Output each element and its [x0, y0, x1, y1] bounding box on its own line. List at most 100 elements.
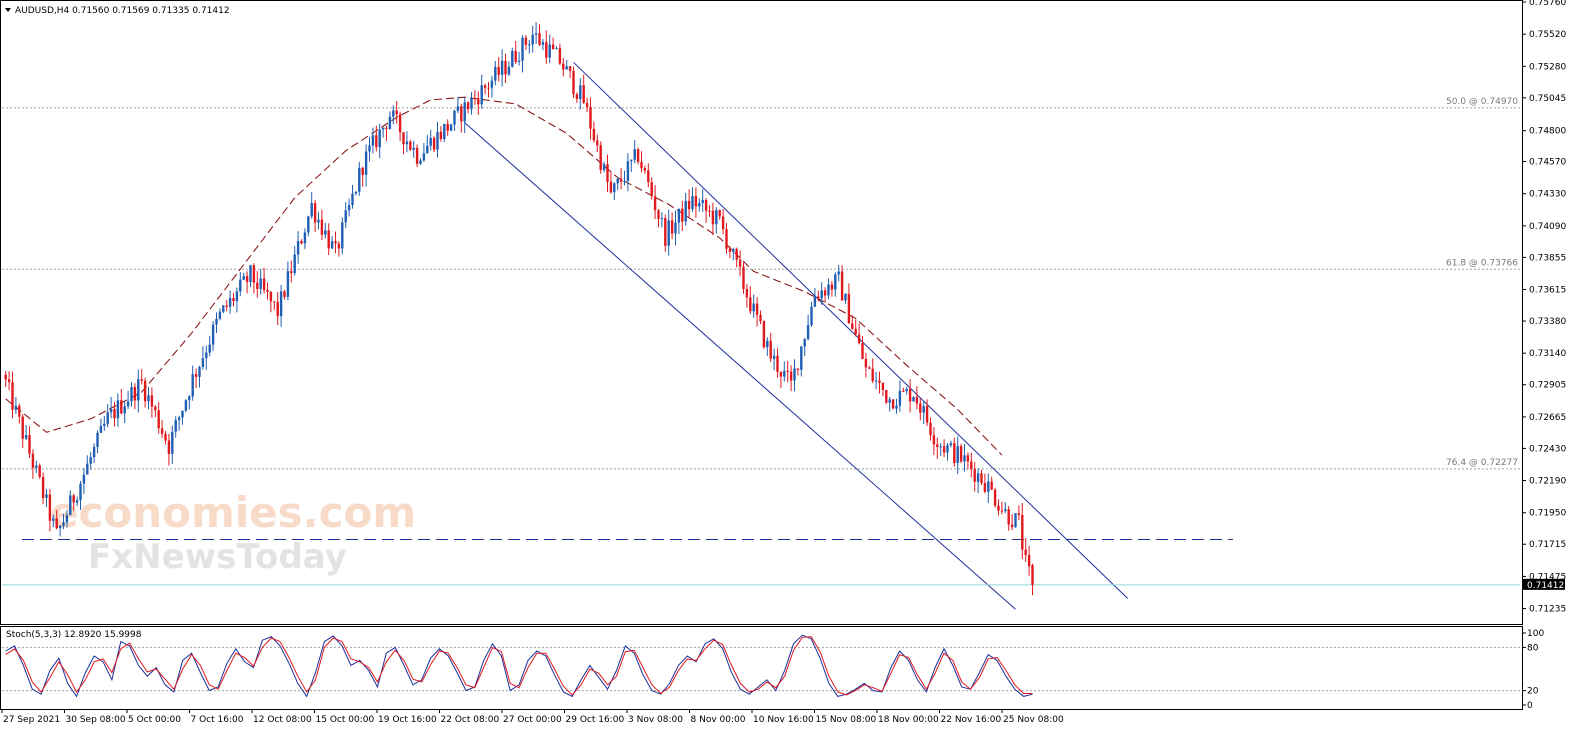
- candle-body: [585, 102, 589, 107]
- candle-body: [11, 382, 14, 410]
- candle-body: [555, 48, 558, 50]
- candle-body: [225, 305, 228, 307]
- candle-body: [545, 42, 548, 58]
- candle-body: [453, 110, 456, 125]
- candle-body: [619, 178, 623, 182]
- candle-body: [667, 220, 670, 246]
- candle-body: [929, 422, 932, 436]
- candle-body: [888, 399, 891, 403]
- candle-body: [290, 271, 293, 274]
- price-tag-value: 0.71412: [1527, 581, 1564, 591]
- watermark-sub: FxNewsToday: [88, 537, 347, 577]
- candle-body: [613, 183, 616, 193]
- current-price-tag: 0.71412: [1523, 578, 1565, 591]
- candle-body: [177, 417, 181, 421]
- candle-body: [317, 219, 320, 223]
- candle-body: [670, 220, 674, 234]
- candle-body: [341, 222, 344, 249]
- candle-body: [256, 282, 259, 289]
- price-tick-label: 0.73855: [1529, 253, 1566, 263]
- price-tick-label: 0.74090: [1529, 222, 1566, 232]
- candle-body: [796, 368, 800, 370]
- price-tick-label: 0.71475: [1529, 572, 1566, 582]
- candle-body: [395, 110, 398, 115]
- candle-body: [160, 428, 164, 434]
- candle-body: [307, 216, 310, 233]
- candle-body: [109, 409, 113, 413]
- candle-body: [137, 379, 140, 401]
- candle-body: [269, 292, 273, 302]
- chart-header: AUDUSD,H4 0.71560 0.71569 0.71335 0.7141…: [5, 6, 230, 16]
- candle-body: [810, 306, 813, 326]
- candle-body: [398, 114, 402, 133]
- candle-body: [198, 366, 201, 377]
- candle-body: [392, 110, 395, 117]
- candle-body: [762, 321, 766, 348]
- moving-average-line: [5, 96, 1003, 456]
- candle-body: [232, 298, 235, 302]
- candle-body: [976, 473, 980, 482]
- candle-body: [813, 296, 817, 307]
- candle-body: [65, 515, 69, 523]
- price-panel-frame: [0, 0, 1523, 625]
- candle-body: [963, 455, 966, 462]
- candle-body: [674, 222, 677, 234]
- candle-body: [1024, 549, 1027, 555]
- price-tick-label: 0.75760: [1529, 0, 1566, 8]
- candle-body: [728, 248, 732, 252]
- candle-body: [449, 124, 453, 131]
- candle-body: [701, 199, 704, 204]
- price-tick-label: 0.73615: [1529, 286, 1566, 296]
- candle-body: [878, 380, 881, 383]
- chevron-down-icon[interactable]: [5, 8, 11, 12]
- candle-body: [48, 494, 52, 521]
- candle-body: [511, 50, 514, 67]
- price-tick-label: 0.72905: [1529, 381, 1566, 391]
- candle-body: [735, 248, 738, 260]
- candle-body: [541, 42, 545, 45]
- channel-upper-line[interactable]: [573, 61, 1129, 599]
- candle-body: [742, 266, 745, 290]
- candle-body: [337, 243, 341, 249]
- candle-body: [942, 446, 946, 453]
- candle-body: [405, 141, 409, 145]
- candle-body: [919, 403, 922, 413]
- candle-body: [953, 443, 956, 463]
- price-tick-label: 0.72665: [1529, 413, 1566, 423]
- candle-body: [45, 494, 48, 499]
- candle-body: [528, 44, 531, 46]
- candle-body: [721, 216, 725, 230]
- candle-body: [898, 390, 902, 406]
- candle-body: [616, 178, 619, 184]
- time-tick-label: 3 Nov 08:00: [628, 715, 683, 725]
- candle-body: [732, 248, 735, 252]
- candle-body: [844, 294, 847, 301]
- candle-body: [626, 161, 630, 181]
- stoch-tick-label: 20: [1527, 687, 1539, 697]
- candle-body: [147, 395, 150, 402]
- descending-channel[interactable]: [464, 61, 1129, 610]
- candle-body: [123, 406, 126, 414]
- channel-lower-line[interactable]: [464, 122, 1016, 610]
- candle-body: [551, 44, 555, 50]
- candle-body: [653, 196, 657, 211]
- candle-body: [300, 241, 303, 244]
- candle-body: [997, 505, 1000, 511]
- candle-body: [130, 387, 133, 402]
- candle-body: [820, 290, 823, 299]
- candle-body: [364, 151, 368, 175]
- candle-body: [18, 405, 21, 417]
- candle-body: [861, 343, 864, 359]
- candle-body: [592, 128, 596, 141]
- stoch-label: Stoch(5,3,3) 12.8920 15.9998: [6, 630, 142, 640]
- fib-level-label: 61.8 @ 0.73766: [1446, 258, 1518, 268]
- candle-body: [949, 443, 953, 446]
- candle-body: [181, 410, 184, 418]
- candle-body: [715, 210, 718, 225]
- candle-body: [936, 444, 939, 448]
- candle-body: [783, 370, 786, 377]
- candle-body: [62, 522, 65, 526]
- candle-body: [320, 219, 324, 235]
- time-tick-label: 27 Sep 2021: [3, 715, 60, 725]
- candle-body: [681, 208, 684, 222]
